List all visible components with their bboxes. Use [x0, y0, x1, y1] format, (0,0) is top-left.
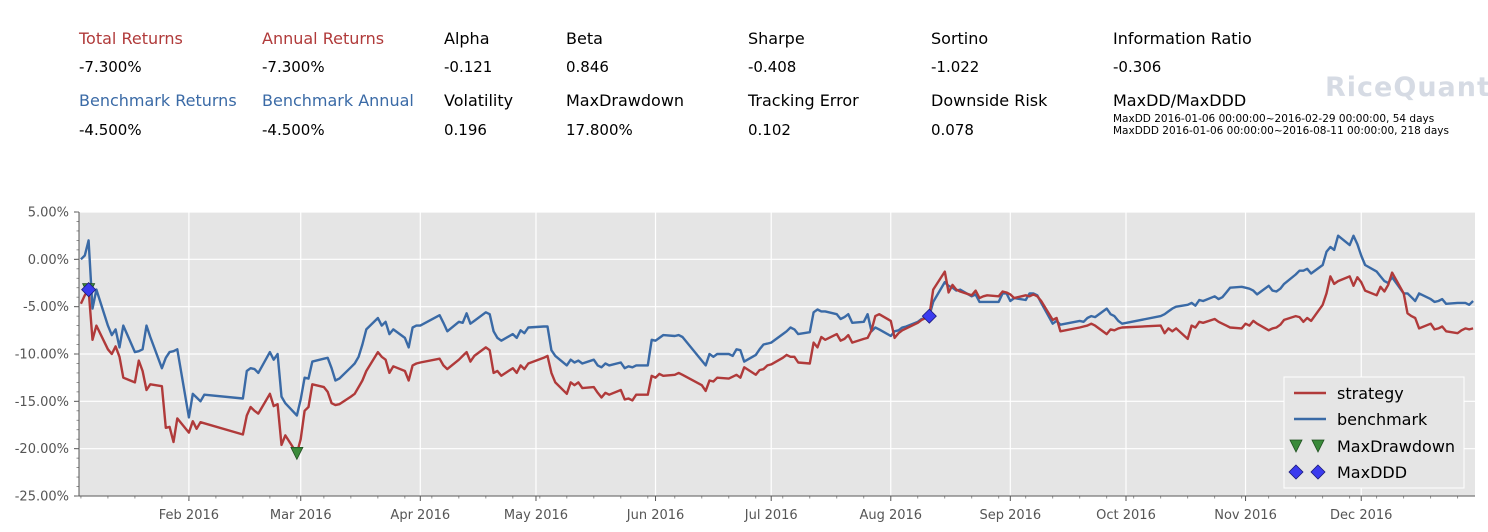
x-tick-label: Feb 2016: [159, 508, 219, 523]
marker-maxdrawdown: [290, 446, 304, 461]
legend-marker-maxddd: [1288, 464, 1304, 480]
drawdown-markers: [81, 282, 937, 461]
metric-label-alpha: Alpha: [444, 29, 490, 48]
metric-label-benchmark-returns: Benchmark Returns: [79, 91, 237, 110]
legend-label-maxddd: MaxDDD: [1337, 463, 1407, 482]
metric-label-sortino: Sortino: [931, 29, 989, 48]
ricequant-watermark: RiceQuant: [1325, 72, 1488, 103]
legend-label-strategy: strategy: [1337, 384, 1404, 403]
metric-value-volatility: 0.196: [444, 121, 487, 139]
metric-value-tracking-error: 0.102: [748, 121, 791, 139]
legend-label-maxdrawdown: MaxDrawdown: [1337, 437, 1455, 456]
metric-label-beta: Beta: [566, 29, 603, 48]
x-tick-label: Dec 2016: [1330, 508, 1392, 523]
series-lines: [79, 234, 1474, 455]
y-tick-label: -15.00%: [15, 395, 69, 410]
metric-value-sortino: -1.022: [931, 58, 980, 76]
x-tick-label: Nov 2016: [1214, 508, 1277, 523]
legend: strategy benchmark MaxDrawdown MaxDDD: [1283, 376, 1465, 489]
metric-label-maxdrawdown: MaxDrawdown: [566, 91, 685, 110]
y-tick-label: -20.00%: [15, 442, 69, 457]
x-tick-label: Jul 2016: [744, 508, 798, 523]
metric-label-total-returns: Total Returns: [79, 29, 183, 48]
metric-value-benchmark-returns: -4.500%: [79, 121, 142, 139]
series-line-benchmark: [80, 234, 1474, 419]
x-tick-label: Apr 2016: [390, 508, 450, 523]
legend-marker-maxddd: [1310, 464, 1326, 480]
maxddd-detail: MaxDDD 2016-01-06 00:00:00~2016-08-11 00…: [1113, 125, 1449, 137]
metric-value-information-ratio: -0.306: [1113, 58, 1162, 76]
metric-label-sharpe: Sharpe: [748, 29, 805, 48]
x-tick-label: May 2016: [504, 508, 568, 523]
metric-label-benchmark-annual: Benchmark Annual: [262, 91, 414, 110]
metric-value-total-returns: -7.300%: [79, 58, 142, 76]
metric-label-annual-returns: Annual Returns: [262, 29, 385, 48]
y-tick-label: -5.00%: [23, 300, 69, 315]
legend-marker-maxdrawdown: [1289, 439, 1303, 453]
x-tick-label: Oct 2016: [1096, 508, 1156, 523]
marker-maxddd: [81, 282, 97, 298]
metric-value-alpha: -0.121: [444, 58, 493, 76]
metric-label-maxdd-maxddd: MaxDD/MaxDDD: [1113, 91, 1247, 110]
legend-label-benchmark: benchmark: [1337, 410, 1428, 429]
y-tick-label: 0.00%: [28, 253, 69, 268]
metric-value-benchmark-annual: -4.500%: [262, 121, 325, 139]
x-tick-label: Jun 2016: [626, 508, 685, 523]
series-line-strategy: [79, 270, 1474, 455]
metric-value-downside-risk: 0.078: [931, 121, 974, 139]
maxdd-detail: MaxDD 2016-01-06 00:00:00~2016-02-29 00:…: [1113, 113, 1435, 125]
metric-label-volatility: Volatility: [444, 91, 514, 110]
y-tick-label: -10.00%: [15, 348, 69, 363]
metric-value-annual-returns: -7.300%: [262, 58, 325, 76]
metric-label-tracking-error: Tracking Error: [748, 91, 859, 110]
metric-value-sharpe: -0.408: [748, 58, 797, 76]
metric-value-maxdrawdown: 17.800%: [566, 121, 633, 139]
marker-maxddd: [921, 308, 937, 324]
x-tick-label: Aug 2016: [859, 508, 922, 523]
metric-label-downside-risk: Downside Risk: [931, 91, 1048, 110]
y-tick-label: 5.00%: [28, 206, 69, 221]
x-tick-label: Sep 2016: [979, 508, 1041, 523]
axis-ticks: 5.00% 0.00% -5.00% -10.00% -15.00% -20.00% -25…: [15, 206, 1475, 523]
y-tick-label: -25.00%: [15, 490, 69, 505]
metric-label-information-ratio: Information Ratio: [1113, 29, 1252, 48]
metric-value-beta: 0.846: [566, 58, 609, 76]
legend-marker-maxdrawdown: [1311, 439, 1325, 453]
x-tick-label: Mar 2016: [270, 508, 332, 523]
